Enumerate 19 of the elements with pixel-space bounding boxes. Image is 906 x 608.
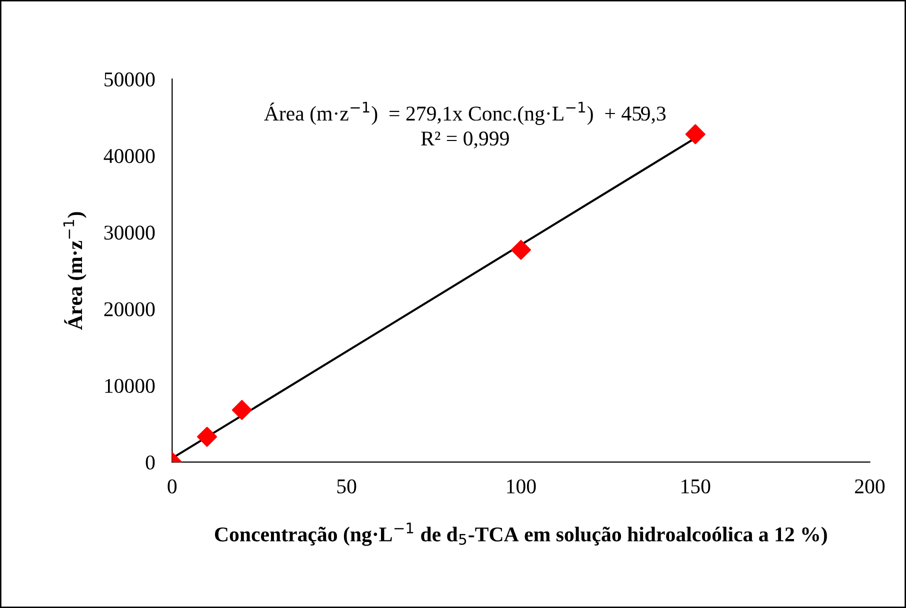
point	[685, 124, 706, 144]
point	[232, 400, 252, 420]
y-tick-label: 50000	[104, 72, 155, 86]
x-tick-label: 150	[682, 479, 710, 494]
y-tick-label: 0	[146, 455, 155, 470]
y-tick-label: 10000	[105, 378, 155, 393]
y-tick-label: 30000	[104, 226, 155, 240]
annotation: R² = 0,999	[421, 131, 509, 149]
y-tick-label: 40000	[104, 149, 155, 164]
y-tick-label: 20000	[104, 302, 155, 316]
y-axis-title: Área (m·z$^{−1}$)	[63, 212, 86, 330]
x-tick-label: 100	[507, 479, 536, 494]
x-tick-label: 50	[337, 479, 356, 494]
x-axis-title: Concentração (ng·L$^{−1}$ de d$_{5}$-TCA em solução hidroalcoólica a 12 %)	[214, 522, 827, 546]
point	[510, 240, 531, 260]
x-tick-label: 0	[168, 479, 177, 494]
x-tick-label: 200	[855, 479, 885, 494]
annotation: Área (m·z$^{−1}$) = 279,1x Conc.(ng·L$^{−1}$) + 459,3	[264, 102, 666, 125]
point	[197, 426, 218, 447]
